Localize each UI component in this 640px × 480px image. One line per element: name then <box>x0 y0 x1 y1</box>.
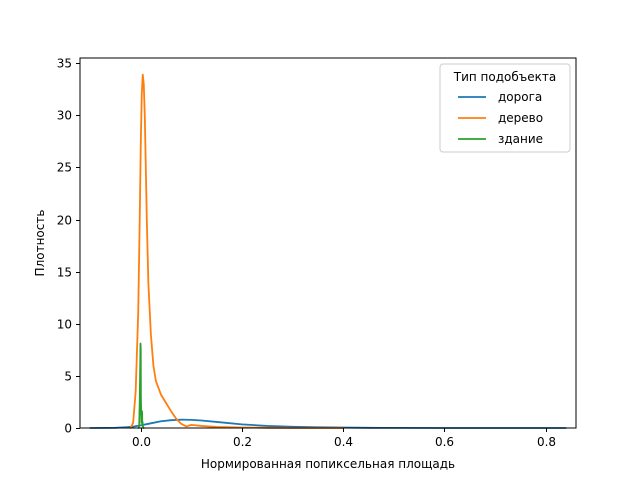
y-axis-title: Плотность <box>33 210 47 277</box>
x-tick-label: 0.4 <box>334 435 353 449</box>
legend: Тип подобъекта дорога дерево здание <box>439 63 571 153</box>
y-tick-label: 15 <box>57 266 72 280</box>
plot-frame <box>79 57 577 429</box>
legend-title: Тип подобъекта <box>453 70 556 84</box>
legend-label-1: дорога <box>498 90 542 104</box>
y-tick-label: 20 <box>57 214 72 228</box>
x-tick-label: 0.0 <box>132 435 151 449</box>
legend-label-2: дерево <box>498 111 543 125</box>
y-tick-label: 35 <box>57 57 72 71</box>
series-line-1 <box>89 418 567 429</box>
y-tick-label: 5 <box>64 370 72 384</box>
series-line-3 <box>137 342 145 429</box>
x-tick-label: 0.6 <box>435 435 454 449</box>
legend-label-3: здание <box>498 132 543 146</box>
y-tick-label: 0 <box>64 422 72 436</box>
x-axis-title: Нормированная попиксельная площадь <box>201 457 455 471</box>
series-line-2 <box>129 73 345 429</box>
y-tick-label: 30 <box>57 109 72 123</box>
legend-box <box>439 63 571 153</box>
x-tick-label: 0.2 <box>233 435 252 449</box>
axis-layer: 0.0 0.2 0.4 0.6 0.8 0 5 10 15 20 25 30 35 <box>57 57 577 449</box>
y-tick-label: 25 <box>57 161 72 175</box>
y-tick-label: 10 <box>57 318 72 332</box>
x-tick-label: 0.8 <box>537 435 556 449</box>
